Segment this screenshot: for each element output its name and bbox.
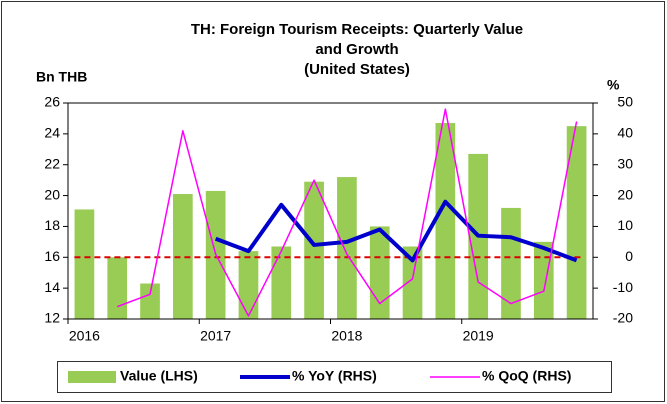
line (116, 108, 578, 317)
legend-label: % QoQ (RHS) (482, 368, 571, 384)
y2-axis-label: % (607, 77, 620, 93)
plot-frame (67, 102, 594, 320)
bar (107, 257, 128, 319)
y-tick-label: 26 (44, 94, 60, 110)
bar (337, 177, 357, 319)
x-tick-label: 2016 (69, 328, 100, 344)
chart-title: TH: Foreign Tourism Receipts: Quarterly … (191, 21, 523, 38)
legend-label: Value (LHS) (120, 368, 198, 384)
bar (304, 181, 324, 319)
y-axis-label: Bn THB (36, 69, 87, 85)
x-tick-label: 2019 (463, 328, 494, 344)
y2-tick-label: 10 (617, 217, 633, 233)
y-tick-label: 14 (44, 279, 60, 295)
bar (533, 241, 554, 319)
y2-tick-label: 40 (617, 125, 633, 141)
y-tick-label: 18 (44, 217, 60, 233)
y-tick-label: 20 (44, 186, 60, 202)
line (214, 199, 578, 263)
bar (369, 226, 390, 319)
y-tick-label: 22 (44, 155, 60, 171)
y2-tick-label: -20 (613, 310, 633, 326)
bar (173, 194, 193, 319)
y2-tick-label: 50 (617, 94, 633, 110)
chart-title: and Growth (315, 41, 398, 58)
chart-subtitle: (United States) (304, 61, 410, 78)
bar (74, 209, 95, 319)
bar (501, 207, 521, 319)
bar (271, 246, 292, 319)
bar (238, 251, 259, 319)
y2-tick-label: 30 (617, 155, 633, 171)
bar (435, 123, 456, 319)
legend-box (57, 361, 612, 393)
y2-tick-label: 0 (625, 248, 633, 264)
legend-label: % YoY (RHS) (292, 368, 377, 384)
y-tick-label: 12 (44, 310, 60, 326)
y2-tick-label: 20 (617, 186, 633, 202)
x-tick-label: 2017 (200, 328, 231, 344)
bar (140, 283, 160, 319)
y-tick-label: 24 (44, 125, 60, 141)
legend-swatch (68, 371, 116, 383)
bar (402, 246, 423, 319)
y2-tick-label: -10 (613, 279, 633, 295)
y-tick-label: 16 (44, 248, 60, 264)
bar (566, 126, 587, 320)
x-tick-label: 2018 (331, 328, 362, 344)
